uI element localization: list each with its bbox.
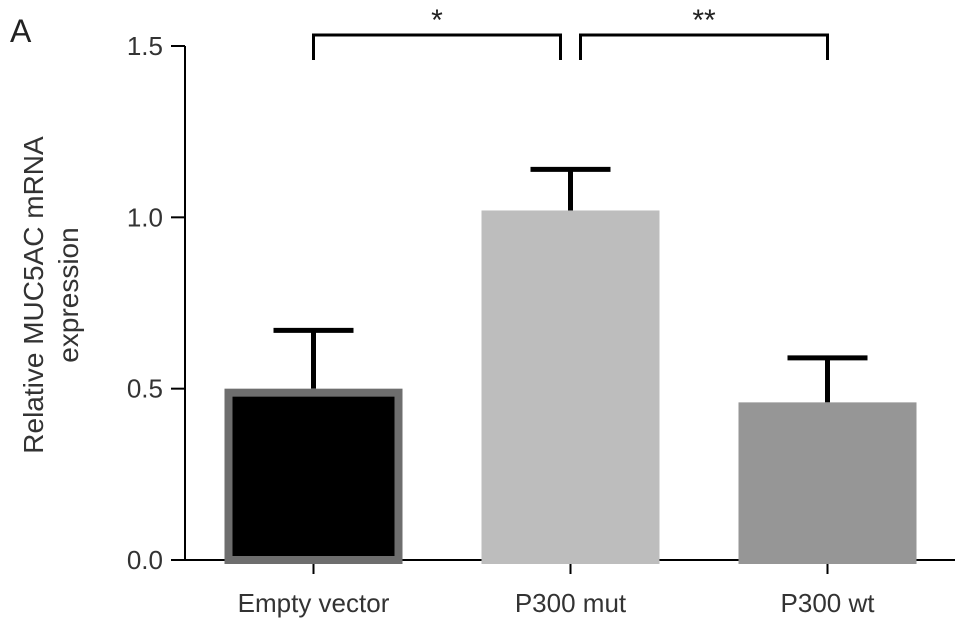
bar [481,210,660,564]
panel-label: A [10,13,32,49]
bar [738,402,917,564]
bars [224,166,917,564]
x-tick-label: P300 wt [781,588,876,618]
significance-label: * [431,4,443,37]
y-tick-label: 1.0 [127,202,163,232]
y-axis-title-line-2: expression [53,227,84,362]
y-tick-label: 0.5 [127,374,163,404]
y-tick-label: 0.0 [127,545,163,575]
y-axis-title: Relative MUC5AC mRNA expression [18,136,84,454]
x-tick-label: Empty vector [238,588,390,618]
bar [224,388,403,564]
significance-brackets: * ** [312,4,829,60]
significance-label: ** [692,4,716,37]
y-axis-title-line-1: Relative MUC5AC mRNA [18,136,49,454]
significance-bracket [312,33,562,60]
significance-bracket [579,33,829,60]
y-tick-label: 1.5 [127,31,163,61]
x-tick-label: P300 mut [515,588,627,618]
axes: 0.0 0.5 1.0 1.5 Empty vector P300 mut P300 wt [127,31,955,618]
